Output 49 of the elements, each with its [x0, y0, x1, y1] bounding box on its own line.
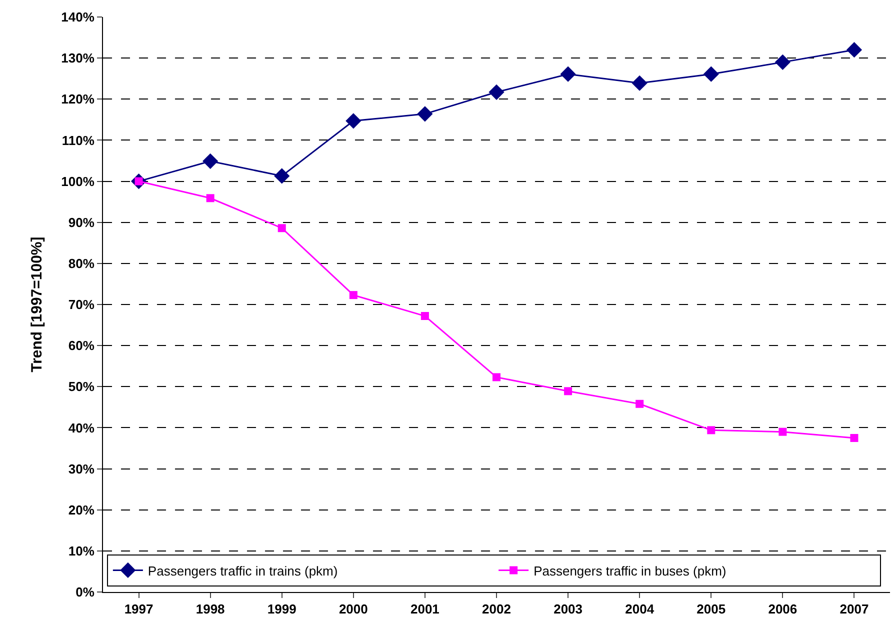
- x-tick-label: 2007: [840, 602, 869, 617]
- point: [850, 434, 858, 442]
- point: [774, 54, 790, 70]
- y-tick-label: 10%: [68, 543, 95, 558]
- y-tick-label: 90%: [68, 214, 95, 230]
- point: [492, 373, 500, 382]
- y-tick-label: 110%: [62, 132, 95, 148]
- point: [274, 168, 290, 184]
- point: [346, 113, 362, 129]
- point: [417, 106, 433, 122]
- legend-label: Passengers traffic in buses (pkm): [534, 563, 726, 578]
- point: [420, 312, 429, 320]
- point: [349, 291, 358, 300]
- x-tick-label: 1998: [196, 602, 225, 617]
- y-tick-label: 0%: [76, 584, 95, 600]
- point: [564, 387, 572, 396]
- y-tick-label: 70%: [68, 297, 95, 312]
- x-tick-label: 2000: [338, 602, 368, 617]
- y-tick-label: 30%: [68, 461, 95, 476]
- y-tick-label: 60%: [68, 338, 95, 354]
- y-tick-label: 140%: [61, 10, 95, 25]
- x-tick-label: 2004: [625, 602, 655, 617]
- y-tick-label: 120%: [61, 92, 95, 107]
- y-tick-label: 40%: [68, 420, 95, 436]
- legend-label: Passengers traffic in trains (pkm): [148, 563, 338, 578]
- point: [703, 66, 719, 82]
- point: [488, 84, 504, 100]
- y-tick-label: 130%: [61, 50, 95, 66]
- point: [707, 426, 716, 434]
- x-tick-label: 2002: [482, 602, 511, 617]
- y-tick-label: 20%: [68, 502, 95, 518]
- y-tick-label: 80%: [68, 256, 95, 271]
- x-tick-label: 2006: [768, 602, 798, 617]
- y-axis-title: Trend [1997=100%]: [28, 236, 46, 372]
- x-tick-label: 2003: [554, 602, 583, 617]
- y-tick-label: 50%: [68, 379, 95, 394]
- point: [278, 224, 286, 232]
- x-tick-label: 2001: [410, 602, 440, 617]
- point: [202, 153, 218, 169]
- x-tick-label: 1997: [124, 602, 154, 617]
- x-tick-label: 1999: [267, 602, 296, 617]
- point: [560, 66, 576, 82]
- point: [778, 428, 787, 436]
- point: [636, 400, 644, 408]
- y-tick-label: 100%: [61, 174, 95, 189]
- point: [846, 42, 862, 58]
- point: [206, 194, 214, 202]
- x-tick-label: 2005: [696, 602, 726, 617]
- point: [632, 75, 648, 91]
